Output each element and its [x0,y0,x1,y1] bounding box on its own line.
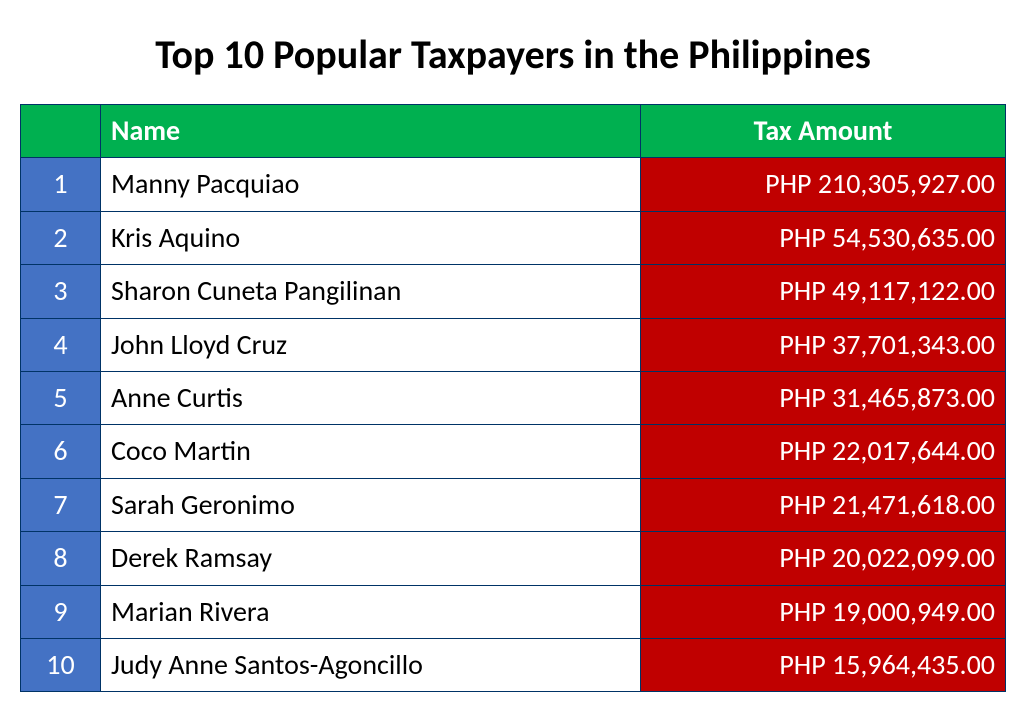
table-header-row: Name Tax Amount [21,105,1006,158]
rank-cell: 4 [21,318,101,371]
name-cell: Coco Martin [101,425,641,478]
amount-cell: PHP 210,305,927.00 [641,158,1006,211]
table-row: 9 Marian Rivera PHP 19,000,949.00 [21,585,1006,638]
rank-cell: 8 [21,532,101,585]
table-row: 2 Kris Aquino PHP 54,530,635.00 [21,211,1006,264]
table-row: 4 John Lloyd Cruz PHP 37,701,343.00 [21,318,1006,371]
name-cell: Kris Aquino [101,211,641,264]
amount-column-header: Tax Amount [641,105,1006,158]
amount-cell: PHP 20,022,099.00 [641,532,1006,585]
amount-cell: PHP 19,000,949.00 [641,585,1006,638]
name-cell: Judy Anne Santos-Agoncillo [101,638,641,691]
table-body: 1 Manny Pacquiao PHP 210,305,927.00 2 Kr… [21,158,1006,692]
table-row: 6 Coco Martin PHP 22,017,644.00 [21,425,1006,478]
table-row: 7 Sarah Geronimo PHP 21,471,618.00 [21,478,1006,531]
rank-cell: 1 [21,158,101,211]
name-cell: Sharon Cuneta Pangilinan [101,265,641,318]
amount-cell: PHP 54,530,635.00 [641,211,1006,264]
taxpayers-table: Name Tax Amount 1 Manny Pacquiao PHP 210… [20,104,1006,692]
amount-cell: PHP 49,117,122.00 [641,265,1006,318]
name-column-header: Name [101,105,641,158]
table-row: 1 Manny Pacquiao PHP 210,305,927.00 [21,158,1006,211]
amount-cell: PHP 37,701,343.00 [641,318,1006,371]
name-cell: Marian Rivera [101,585,641,638]
amount-cell: PHP 21,471,618.00 [641,478,1006,531]
table-row: 5 Anne Curtis PHP 31,465,873.00 [21,371,1006,424]
name-cell: John Lloyd Cruz [101,318,641,371]
table-row: 10 Judy Anne Santos-Agoncillo PHP 15,964… [21,638,1006,691]
rank-cell: 10 [21,638,101,691]
name-cell: Derek Ramsay [101,532,641,585]
page-title: Top 10 Popular Taxpayers in the Philippi… [20,30,1006,79]
amount-cell: PHP 22,017,644.00 [641,425,1006,478]
name-cell: Manny Pacquiao [101,158,641,211]
rank-cell: 7 [21,478,101,531]
rank-cell: 3 [21,265,101,318]
rank-column-header [21,105,101,158]
table-row: 8 Derek Ramsay PHP 20,022,099.00 [21,532,1006,585]
rank-cell: 2 [21,211,101,264]
amount-cell: PHP 31,465,873.00 [641,371,1006,424]
amount-cell: PHP 15,964,435.00 [641,638,1006,691]
rank-cell: 6 [21,425,101,478]
rank-cell: 5 [21,371,101,424]
rank-cell: 9 [21,585,101,638]
name-cell: Sarah Geronimo [101,478,641,531]
table-row: 3 Sharon Cuneta Pangilinan PHP 49,117,12… [21,265,1006,318]
name-cell: Anne Curtis [101,371,641,424]
